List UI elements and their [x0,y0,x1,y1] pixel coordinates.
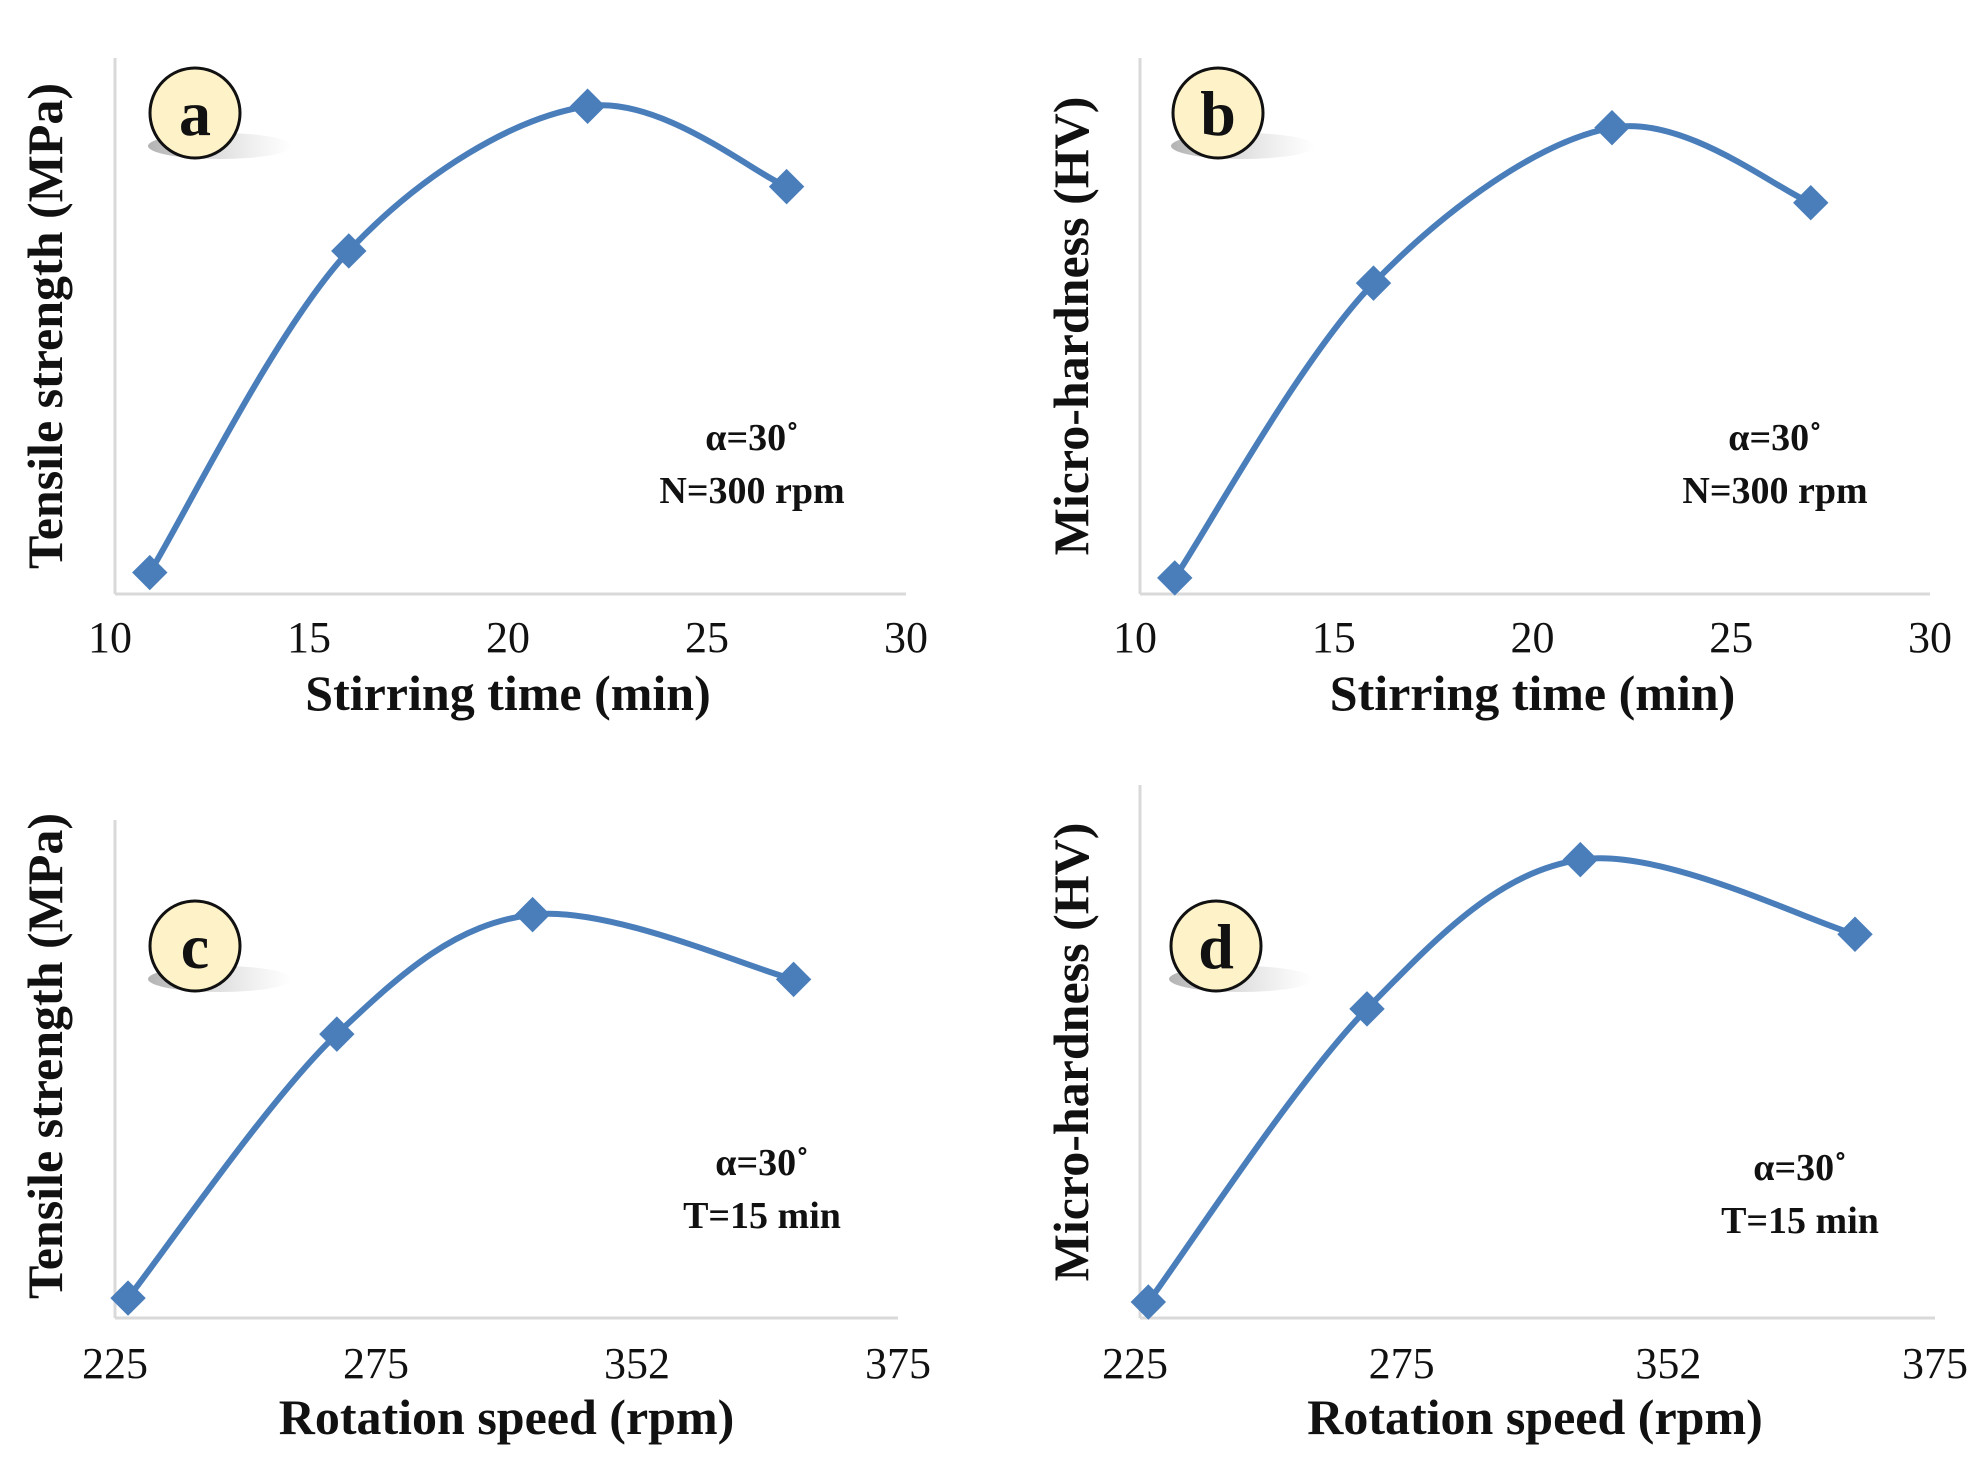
x-tick-label: 375 [1902,1339,1968,1388]
x-tick-label: 352 [604,1339,670,1388]
x-tick-label: 10 [88,613,132,662]
annotation-alpha: α=30˚ [715,1142,809,1184]
data-point-diamond [768,168,805,205]
annotation-alpha: α=30˚ [1728,417,1822,459]
data-point-diamond [1157,560,1193,596]
panel-badge [1169,899,1263,993]
data-point-diamond [1355,265,1392,301]
x-tick-label: 15 [1312,613,1356,662]
annotation-condition: T=15 min [683,1195,841,1237]
chart-panel-c: Tensile strength (MPa)225 275 352 375 Rotati… [17,813,931,1445]
x-tick-label: 225 [1102,1339,1168,1388]
data-point-diamond [132,554,168,591]
x-axis-label: Stirring time (min) [1330,665,1735,721]
y-axis-label: Micro-hardness (HV) [1043,97,1099,556]
x-axis-label: Rotation speed (rpm) [1307,1389,1763,1445]
x-tick-label: 275 [1369,1339,1435,1388]
panel-badge [148,899,242,993]
x-tick-label: 20 [486,613,530,662]
panel-badge [1171,66,1265,160]
data-point-diamond [331,233,367,269]
x-tick-label: 25 [685,613,729,662]
x-axis-label: Rotation speed (rpm) [279,1389,735,1445]
x-tick-label: 25 [1709,613,1753,662]
chart-panel-a: Tensile strength (MPa) 10 15 20 25 30 Stirring… [17,58,928,721]
data-point-diamond [1594,109,1630,146]
data-point-diamond [1562,841,1599,878]
x-tick-label: 275 [343,1339,409,1388]
chart-panel-d: Micro-hardness (HV) 225 275 352 375 Rotation … [1043,785,1968,1445]
annotation-condition: T=15 min [1721,1200,1879,1242]
data-point-diamond [775,961,812,998]
panel-badge-label: d [1198,911,1234,982]
data-point-diamond [110,1280,146,1316]
x-tick-label: 10 [1113,613,1157,662]
annotation-alpha: α=30˚ [705,417,799,459]
data-point-diamond [569,88,606,124]
x-tick-label: 30 [1908,613,1952,662]
x-axis-label: Stirring time (min) [305,665,710,721]
annotation-alpha: α=30˚ [1753,1147,1847,1189]
x-tick-label: 352 [1635,1339,1701,1388]
series-line [1171,123,1814,581]
x-tick-label: 15 [287,613,331,662]
y-axis-label: Micro-hardness (HV) [1043,823,1099,1282]
series-line [146,102,790,576]
data-point-diamond [319,1016,355,1052]
panel-badge-label: b [1200,78,1236,149]
y-axis-label: Tensile strength (MPa) [17,813,73,1299]
panel-badge-label: c [181,911,209,982]
data-point-diamond [1837,916,1873,952]
panel-badge [148,66,242,160]
panel-badge-label: a [179,78,211,149]
data-point-diamond [514,896,551,933]
x-tick-label: 30 [884,613,928,662]
y-axis-label: Tensile strength (MPa) [17,83,73,569]
series-line [1145,855,1858,1306]
x-tick-label: 375 [865,1339,931,1388]
annotation-condition: N=300 rpm [659,470,844,512]
x-tick-label: 20 [1511,613,1555,662]
chart-panel-b: Micro-hardness (HV) 10 15 20 25 30 Stirring ti… [1043,58,1952,721]
series-line [125,910,797,1302]
data-point-diamond [1793,185,1829,221]
data-point-diamond [1130,1284,1167,1320]
annotation-condition: N=300 rpm [1682,470,1867,512]
data-point-diamond [1349,991,1385,1027]
x-tick-label: 225 [82,1339,148,1388]
